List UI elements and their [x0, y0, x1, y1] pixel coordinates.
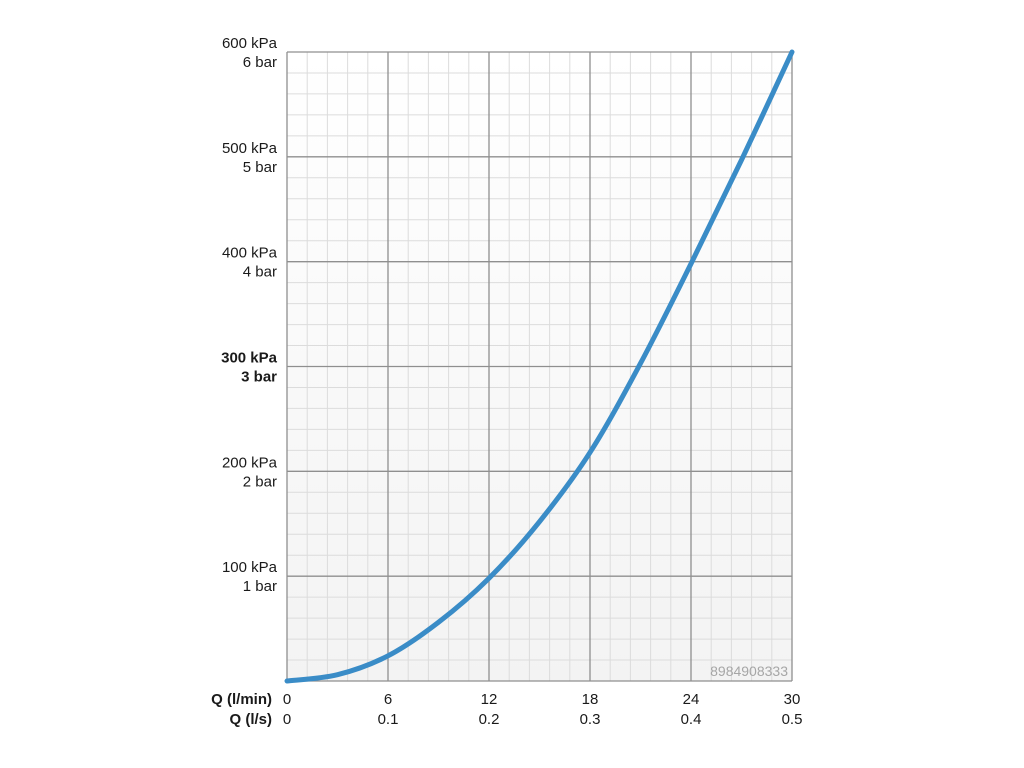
x-tick-label: 0.3 [580, 711, 601, 728]
y-tick-label-kpa: 100 kPa [222, 559, 278, 576]
x-tick-label: 0.2 [479, 711, 500, 728]
x-tick-label: 0 [283, 711, 291, 728]
x-tick-label: 0.5 [782, 711, 803, 728]
y-tick-label-kpa: 400 kPa [222, 245, 278, 262]
x-tick-label: 30 [784, 691, 801, 708]
y-tick-label-bar: 6 bar [243, 54, 277, 71]
y-tick-label-kpa: 200 kPa [222, 454, 278, 471]
y-tick-label-kpa: 300 kPa [221, 350, 278, 367]
major-grid [286, 51, 793, 682]
y-tick-label-bar: 3 bar [241, 369, 277, 386]
x-axis-title: Q (l/min) [211, 691, 272, 708]
x-tick-label: 0.4 [681, 711, 702, 728]
y-tick-label-bar: 1 bar [243, 578, 277, 595]
y-tick-label-bar: 2 bar [243, 473, 277, 490]
series-layer [284, 49, 795, 684]
x-axis-labels: Q (l/min) 0 6 12 18 24 30 Q (l/s) 0 0.1 0.2 0.3 0.4 0… [211, 691, 802, 728]
pressure-curve [284, 49, 795, 684]
y-tick-label-bar: 4 bar [243, 264, 277, 281]
y-axis-labels: 100 kPa 1 bar 200 kPa 2 bar 300 kPa 3 bar 400 … [221, 35, 278, 595]
x-tick-label: 6 [384, 691, 392, 708]
watermark-text: 8984908333 [710, 663, 788, 679]
x-axis-title: Q (l/s) [229, 711, 272, 728]
x-tick-label: 0 [283, 691, 291, 708]
x-tick-label: 0.1 [378, 711, 399, 728]
y-tick-label-kpa: 500 kPa [222, 140, 278, 157]
x-tick-label: 24 [683, 691, 700, 708]
x-tick-label: 12 [481, 691, 498, 708]
x-tick-label: 18 [582, 691, 599, 708]
y-tick-label-bar: 5 bar [243, 159, 277, 176]
y-tick-label-kpa: 600 kPa [222, 35, 278, 52]
